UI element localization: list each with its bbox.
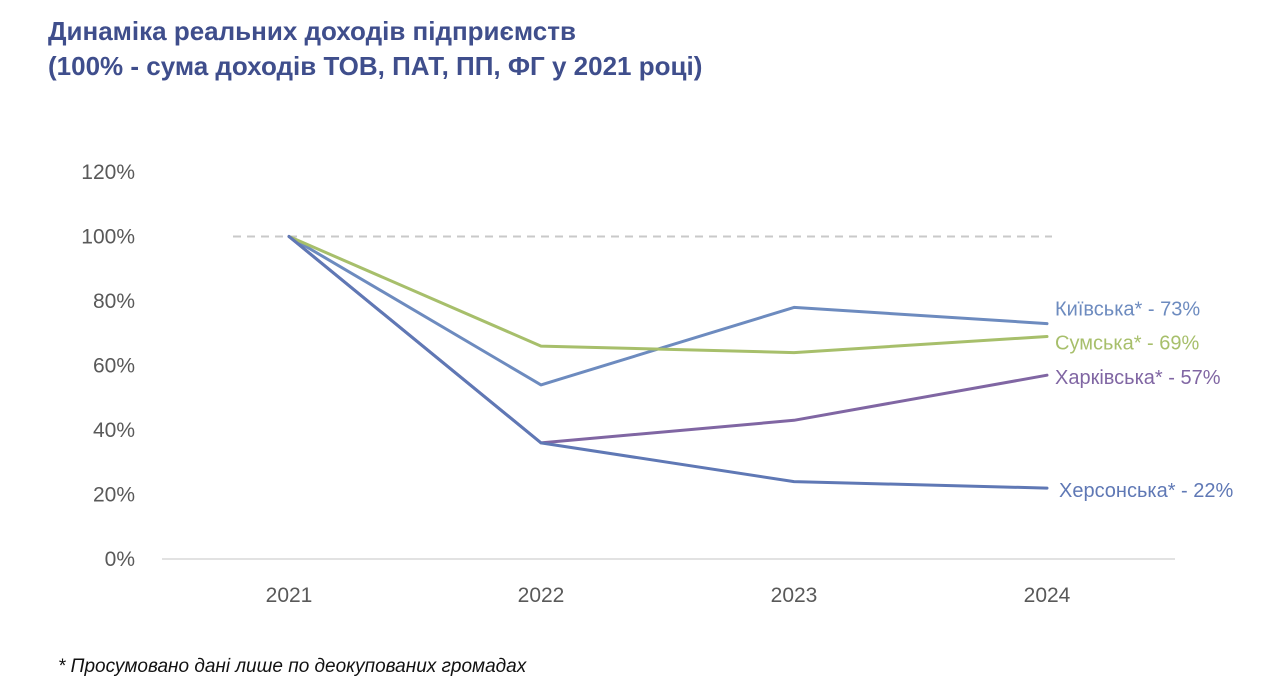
series-end-label: Херсонська* - 22%: [1059, 480, 1234, 502]
y-tick-label: 40%: [93, 419, 135, 442]
series-end-label: Київська* - 73%: [1055, 299, 1200, 321]
x-tick-label: 2021: [266, 584, 313, 607]
y-tick-label: 80%: [93, 290, 135, 313]
y-tick-label: 100%: [81, 226, 135, 249]
x-tick-label: 2022: [518, 584, 565, 607]
y-tick-label: 0%: [105, 548, 135, 571]
title-line-2: (100% - сума доходів ТОВ, ПАТ, ПП, ФГ у …: [48, 51, 703, 81]
series-line-Харківська: [287, 235, 1049, 445]
y-tick-label: 60%: [93, 355, 135, 378]
series-end-label: Сумська* - 69%: [1055, 332, 1200, 354]
footnote: * Просумовано дані лише по деокупованих …: [58, 656, 527, 677]
series-end-label: Харківська* - 57%: [1055, 367, 1221, 389]
series-line-Сумська: [287, 235, 1049, 355]
x-tick-label: 2024: [1024, 584, 1071, 607]
x-tick-label: 2023: [771, 584, 818, 607]
y-tick-label: 120%: [81, 161, 135, 184]
y-tick-label: 20%: [93, 484, 135, 507]
series-line-Київська: [287, 235, 1049, 387]
series-line-Херсонська: [287, 235, 1049, 490]
title-line-1: Динаміка реальних доходів підприємств: [48, 16, 576, 46]
page-title: Динаміка реальних доходів підприємств (1…: [48, 14, 702, 84]
